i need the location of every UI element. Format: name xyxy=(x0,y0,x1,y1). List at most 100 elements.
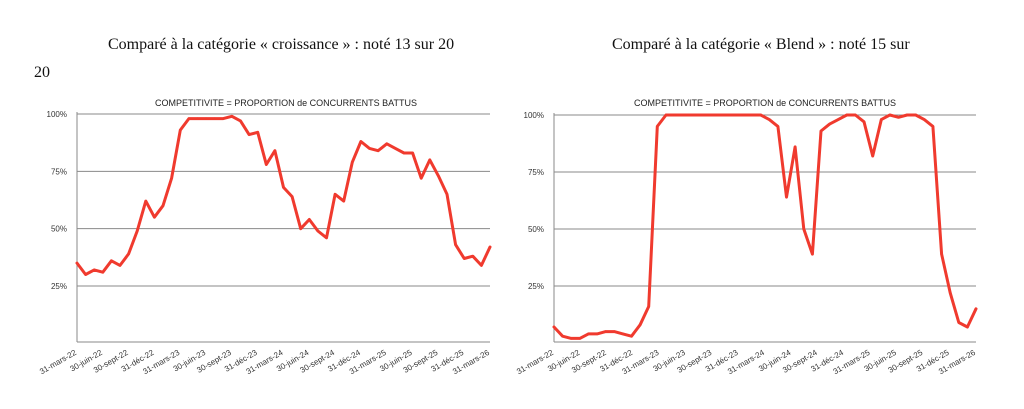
left-data-point xyxy=(136,229,139,233)
right-data-point xyxy=(673,113,676,117)
left-data-point xyxy=(308,218,311,221)
right-data-point xyxy=(742,113,745,117)
right-data-point xyxy=(854,113,857,117)
right-data-point xyxy=(948,291,952,295)
left-data-point xyxy=(480,264,483,267)
right-data-point xyxy=(888,113,892,117)
right-data-point xyxy=(974,307,978,310)
right-data-point xyxy=(578,337,582,340)
right-data-point xyxy=(750,113,754,117)
right-data-point xyxy=(923,118,926,121)
left-data-point xyxy=(118,264,122,267)
left-data-point xyxy=(394,147,397,150)
left-data-point xyxy=(333,193,337,196)
left-data-point xyxy=(411,151,414,155)
right-data-point xyxy=(819,129,823,133)
left-chart-heading-continuation: 20 xyxy=(34,64,50,81)
right-data-point xyxy=(845,113,849,117)
left-data-point xyxy=(290,195,294,198)
right-data-point xyxy=(880,118,883,121)
left-data-point xyxy=(471,254,474,258)
right-data-point xyxy=(871,154,874,158)
right-data-point xyxy=(656,125,659,128)
left-data-point xyxy=(316,229,320,233)
left-data-point xyxy=(84,273,87,276)
right-data-point xyxy=(552,325,556,329)
right-competitivite-line xyxy=(552,113,978,340)
left-data-point xyxy=(161,204,165,207)
right-data-point xyxy=(595,332,599,336)
left-data-point xyxy=(196,117,199,120)
right-data-point xyxy=(793,145,797,149)
left-data-point xyxy=(462,257,466,260)
left-data-point xyxy=(359,140,363,143)
right-data-point xyxy=(828,122,831,126)
left-data-point xyxy=(454,243,457,246)
right-data-point xyxy=(785,195,788,199)
left-data-point xyxy=(144,199,148,203)
left-data-point xyxy=(204,117,208,120)
right-data-point xyxy=(570,337,573,340)
left-data-point xyxy=(187,117,191,120)
right-data-point xyxy=(725,113,728,117)
right-data-point xyxy=(966,325,969,329)
left-data-point xyxy=(222,117,225,120)
left-data-point xyxy=(351,160,354,164)
right-data-point xyxy=(802,227,805,231)
right-data-point xyxy=(837,118,840,121)
left-data-point xyxy=(170,177,173,180)
right-data-point xyxy=(768,118,771,121)
right-data-point xyxy=(699,113,702,117)
left-data-point xyxy=(127,252,130,256)
left-data-point xyxy=(273,149,277,152)
left-data-point xyxy=(488,245,492,249)
left-data-point xyxy=(75,261,79,265)
left-data-point xyxy=(93,268,96,272)
right-ytick-label: 50% xyxy=(528,225,544,234)
right-data-point xyxy=(733,113,737,117)
right-data-point xyxy=(561,334,564,338)
left-data-point xyxy=(299,227,302,230)
right-data-point xyxy=(862,120,866,124)
left-chart-title: COMPETITIVITE = PROPORTION de CONCURRENT… xyxy=(155,98,417,108)
right-data-point xyxy=(914,113,917,117)
right-data-point xyxy=(811,252,814,256)
right-data-point xyxy=(940,252,943,256)
left-ytick-label: 50% xyxy=(51,225,67,234)
left-data-point xyxy=(153,216,156,219)
right-ytick-label: 25% xyxy=(528,282,544,291)
right-data-point xyxy=(681,113,685,117)
left-data-point xyxy=(179,128,182,132)
right-data-point xyxy=(690,113,693,117)
left-data-point xyxy=(256,131,259,134)
left-data-point xyxy=(368,147,371,150)
left-data-point xyxy=(101,271,105,274)
left-data-point xyxy=(325,236,328,240)
right-ytick-label: 75% xyxy=(528,168,544,177)
right-data-point xyxy=(587,332,590,336)
right-data-point xyxy=(613,330,616,333)
right-data-point xyxy=(647,305,650,308)
left-data-point xyxy=(230,115,234,118)
left-data-point xyxy=(265,163,268,166)
left-data-point xyxy=(239,119,242,123)
left-data-point xyxy=(282,186,285,189)
left-data-point xyxy=(247,133,251,136)
right-chart-title: COMPETITIVITE = PROPORTION de CONCURRENT… xyxy=(634,98,896,108)
left-data-point xyxy=(385,142,388,146)
right-data-point xyxy=(931,125,935,128)
left-data-point xyxy=(428,158,431,162)
right-data-point xyxy=(638,323,642,326)
left-data-point xyxy=(342,199,345,203)
right-data-point xyxy=(630,334,633,338)
right-data-point xyxy=(707,113,711,117)
left-data-point xyxy=(437,174,440,178)
right-ytick-label: 100% xyxy=(524,111,544,120)
left-ytick-label: 25% xyxy=(51,282,67,291)
left-data-point xyxy=(445,193,449,196)
right-data-point xyxy=(621,332,625,336)
right-data-point xyxy=(905,113,909,117)
left-data-point xyxy=(419,177,423,180)
